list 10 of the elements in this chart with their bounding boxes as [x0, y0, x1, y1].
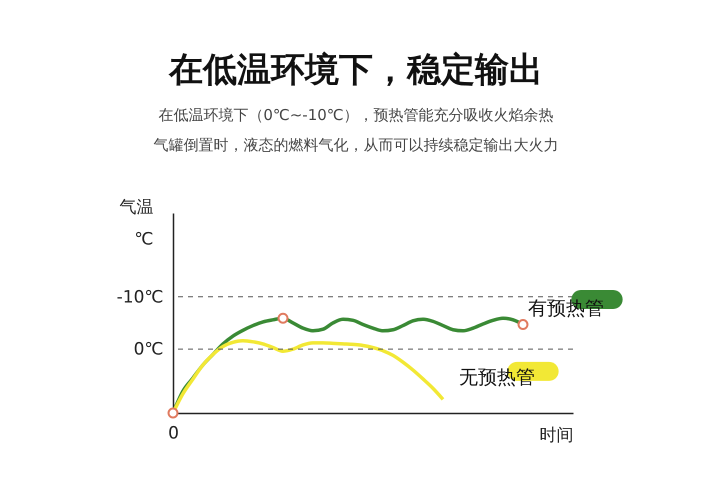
y-axis-title: 气温 ℃	[120, 198, 154, 250]
y-tick-label: 0℃	[134, 340, 164, 360]
point	[518, 319, 528, 330]
chart-subtitle: 在低温环境下（0℃~-10℃），预热管能充分吸收火焰余热气罐倒置时，液态的燃料气化，从而可以持续稳定输出大火力	[154, 106, 558, 154]
x-axis-title: 时间	[540, 426, 574, 446]
x-tick-label: 0	[168, 424, 179, 444]
point	[168, 408, 178, 418]
point	[278, 312, 288, 324]
chart-title: 在低温环境下，稳定输出	[168, 50, 543, 90]
y-tick-label: -10℃	[116, 287, 164, 308]
